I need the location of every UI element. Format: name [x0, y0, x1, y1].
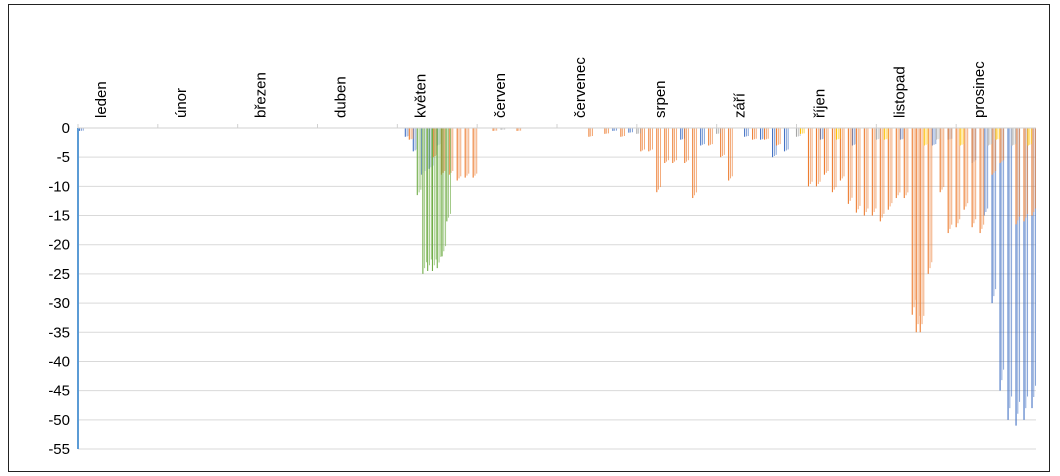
month-label: říjen	[811, 89, 828, 118]
y-tick-label: -15	[48, 208, 70, 225]
month-label: září	[732, 92, 749, 118]
month-label: duben	[332, 76, 349, 118]
axis-layer	[77, 124, 1036, 449]
month-labels: leden únor březen duben květen červen červenec…	[93, 57, 988, 118]
month-label: únor	[173, 88, 190, 118]
y-tick-label: -45	[48, 383, 70, 400]
month-label: leden	[93, 81, 110, 118]
y-tick-label: -55	[48, 441, 70, 458]
y-tick-labels: 0 -5 -10 -15 -20 -25 -30 -35 -40 -45 -50 -55	[48, 120, 70, 458]
y-tick-label: -25	[48, 266, 70, 283]
y-tick-label: 0	[62, 120, 70, 137]
y-tick-label: -50	[48, 412, 70, 429]
chart-frame	[8, 4, 1050, 472]
bars-layer	[79, 128, 1037, 426]
month-label: prosinec	[971, 61, 988, 118]
y-tick-label: -5	[57, 149, 70, 166]
month-label: červen	[492, 73, 509, 118]
y-tick-label: -20	[48, 237, 70, 254]
month-label: březen	[253, 72, 270, 118]
month-label: srpen	[652, 80, 669, 118]
y-tick-label: -30	[48, 295, 70, 312]
month-label: květen	[412, 74, 429, 118]
month-label: červenec	[572, 57, 589, 118]
y-tick-label: -10	[48, 178, 70, 195]
y-tick-label: -40	[48, 353, 70, 370]
y-tick-label: -35	[48, 324, 70, 341]
month-label: listopad	[891, 66, 908, 118]
